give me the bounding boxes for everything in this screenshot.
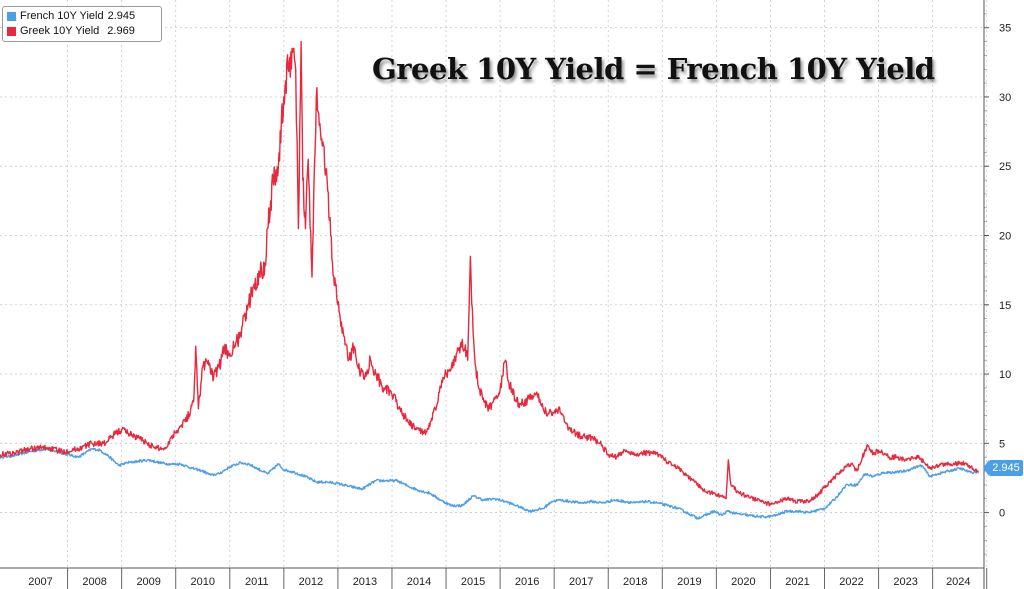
- legend-value-greek: 2.969: [107, 25, 135, 37]
- y-tick-label: 0: [999, 508, 1005, 520]
- legend-item-greek[interactable]: Greek 10Y Yield 2.969: [7, 24, 157, 39]
- y-tick-label: 25: [999, 161, 1011, 173]
- x-tick-label: 2018: [623, 576, 647, 588]
- grid: [0, 0, 988, 568]
- x-tick-label: 2012: [299, 576, 323, 588]
- x-tick-label: 2024: [946, 576, 970, 588]
- french-10y-yield-line: [0, 447, 980, 520]
- y-tick-label: 5: [999, 438, 1005, 450]
- x-tick-label: 2010: [191, 576, 215, 588]
- x-tick-label: 2020: [731, 576, 755, 588]
- y-tick-label: 35: [999, 23, 1011, 35]
- x-tick-label: 2016: [515, 576, 539, 588]
- x-tick-label: 2022: [839, 576, 863, 588]
- legend-swatch-greek: [7, 27, 16, 36]
- legend-swatch-french: [7, 12, 16, 21]
- chart-title: Greek 10Y Yield = French 10Y Yield: [372, 52, 935, 86]
- x-tick-label: 2015: [461, 576, 485, 588]
- legend: French 10Y Yield 2.945 Greek 10Y Yield 2…: [2, 6, 162, 42]
- series-layer: [0, 40, 980, 520]
- legend-value-french: 2.945: [107, 10, 136, 22]
- x-tick-label: 2007: [28, 576, 52, 588]
- greek-10y-yield-line: [0, 40, 979, 507]
- x-tick-label: 2021: [785, 576, 809, 588]
- last-value-badge: 2.945: [983, 460, 1023, 476]
- legend-item-french[interactable]: French 10Y Yield 2.945: [7, 9, 157, 24]
- legend-label-greek: Greek 10Y Yield: [20, 25, 100, 37]
- y-tick-label: 20: [999, 231, 1011, 243]
- x-tick-label: 2011: [245, 576, 269, 588]
- x-tick-label: 2023: [893, 576, 917, 588]
- y-tick-label: 30: [999, 92, 1011, 104]
- y-tick-label: 15: [999, 300, 1011, 312]
- legend-label-french: French 10Y Yield: [20, 10, 104, 22]
- x-tick-label: 2009: [136, 576, 160, 588]
- y-tick-label: 10: [999, 369, 1011, 381]
- x-tick-label: 2008: [82, 576, 106, 588]
- x-tick-label: 2014: [407, 576, 431, 588]
- x-tick-label: 2017: [569, 576, 593, 588]
- x-tick-label: 2013: [353, 576, 377, 588]
- x-tick-label: 2019: [677, 576, 701, 588]
